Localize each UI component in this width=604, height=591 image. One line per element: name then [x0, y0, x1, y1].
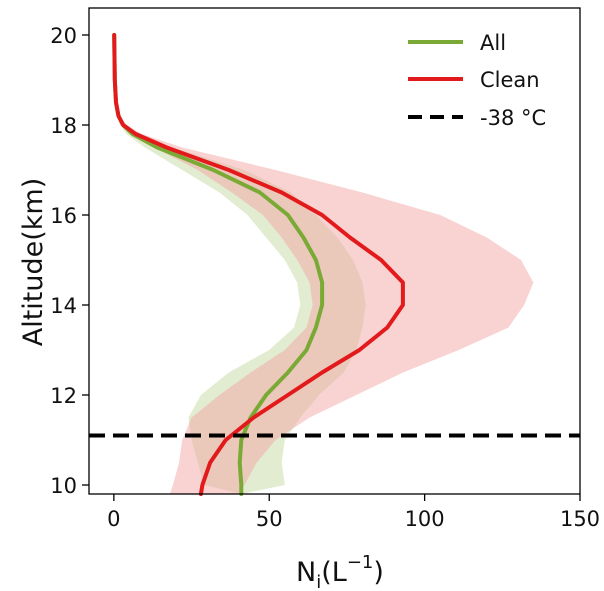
x-axis-title-sub: i	[316, 572, 321, 591]
y-tick-label: 12	[50, 384, 77, 408]
y-axis-title: Altitude(km)	[18, 178, 49, 347]
x-axis-title-close: )	[373, 557, 384, 588]
y-tick-label: 20	[50, 24, 77, 48]
legend-label-all: All	[480, 31, 506, 55]
shaded-ranges	[114, 35, 534, 494]
x-axis-title-sup: −1	[347, 552, 374, 573]
band-clean	[114, 35, 534, 494]
x-tick-label: 0	[107, 507, 120, 531]
legend-label-minus38: -38 °C	[480, 106, 546, 130]
x-axis-title: Ni(L−1)	[296, 552, 384, 591]
x-axis-title-main: N	[296, 557, 316, 588]
y-tick-label: 18	[50, 114, 77, 138]
y-tick-label: 14	[50, 294, 77, 318]
y-axis-ticks: 10 12 14 16 18 20	[50, 24, 89, 498]
x-tick-label: 50	[256, 507, 283, 531]
legend-label-clean: Clean	[480, 68, 540, 92]
x-tick-label: 100	[405, 507, 445, 531]
y-tick-label: 10	[50, 474, 77, 498]
plot-frame	[88, 7, 581, 495]
x-axis-title-open: (L	[321, 557, 347, 588]
y-tick-label: 16	[50, 204, 77, 228]
line-clean	[112, 33, 405, 496]
legend: All Clean -38 °C	[408, 31, 546, 130]
x-axis-ticks: 0 50 100 150	[107, 494, 600, 531]
x-tick-label: 150	[560, 507, 600, 531]
series-lines	[112, 33, 405, 496]
